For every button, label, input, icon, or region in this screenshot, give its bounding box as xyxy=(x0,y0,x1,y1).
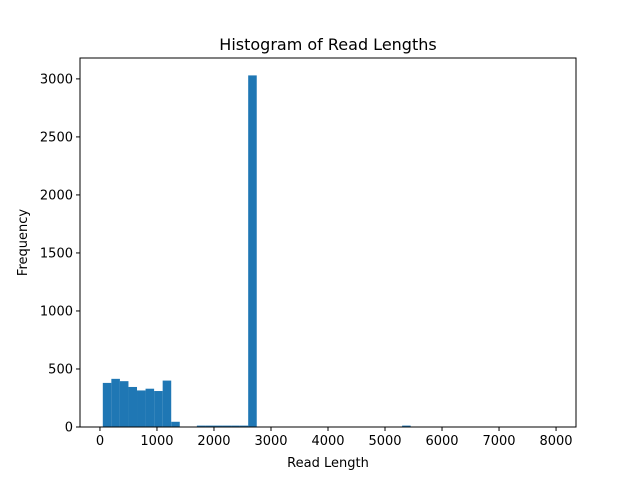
histogram-bar xyxy=(137,390,146,427)
histogram-bar xyxy=(402,425,411,427)
histogram-bar xyxy=(119,381,129,427)
x-tick-label: 1000 xyxy=(140,434,173,449)
plot-frame xyxy=(79,57,577,428)
histogram-bar xyxy=(102,382,112,427)
x-tick-label: 5000 xyxy=(368,434,401,449)
histogram-bar xyxy=(128,386,138,427)
x-tick-label: 3000 xyxy=(254,434,287,449)
histogram-bar xyxy=(248,75,257,427)
x-axis-label: Read Length xyxy=(287,456,369,471)
histogram-bar xyxy=(145,388,155,427)
histogram-bar xyxy=(205,425,214,427)
histogram-bar xyxy=(171,421,180,427)
bars-group xyxy=(102,75,411,427)
y-tick-label: 3000 xyxy=(40,72,73,87)
y-tick-label: 500 xyxy=(48,362,73,377)
x-tick-label: 6000 xyxy=(425,434,458,449)
histogram-bar xyxy=(162,380,172,427)
histogram-bar xyxy=(111,378,120,427)
histogram-bar xyxy=(222,425,232,427)
y-axis-label: Frequency xyxy=(16,209,31,276)
histogram-bar xyxy=(213,425,223,427)
x-tick-label: 0 xyxy=(96,434,104,449)
histogram-bar xyxy=(154,391,163,427)
x-tick-label: 4000 xyxy=(311,434,344,449)
histogram-bar xyxy=(231,425,240,427)
x-axis-ticks: 0 1000 2000 3000 4000 5000 6000 7000 8000 xyxy=(96,427,573,449)
y-tick-label: 1000 xyxy=(40,304,73,319)
histogram-bar xyxy=(196,425,206,427)
y-axis-ticks: 0 500 1000 1500 2000 2500 3000 xyxy=(40,72,80,436)
y-tick-label: 0 xyxy=(65,421,73,436)
y-tick-label: 2000 xyxy=(40,188,73,203)
y-tick-label: 1500 xyxy=(40,246,73,261)
histogram-bar xyxy=(239,425,249,427)
y-tick-label: 2500 xyxy=(40,130,73,145)
x-tick-label: 2000 xyxy=(197,434,230,449)
x-tick-label: 8000 xyxy=(539,434,572,449)
chart-title: Histogram of Read Lengths xyxy=(219,35,436,54)
x-tick-label: 7000 xyxy=(482,434,515,449)
